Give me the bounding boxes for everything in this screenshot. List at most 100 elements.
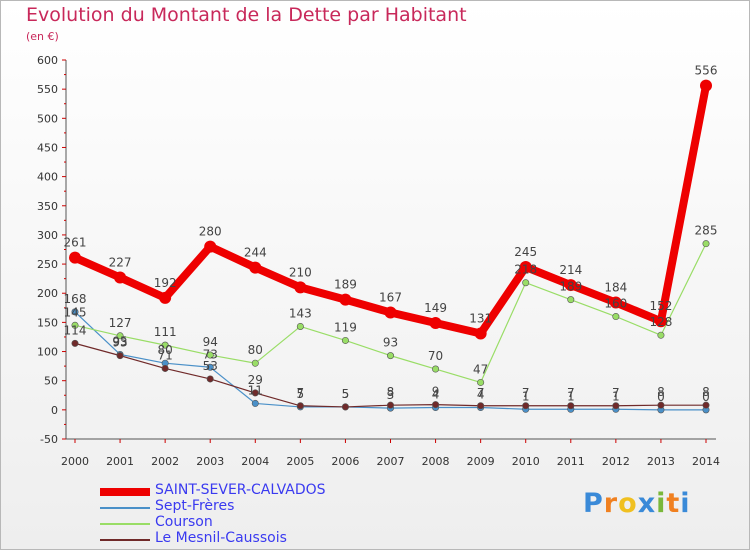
x-tick-label: 2001 — [106, 455, 134, 468]
legend-swatch — [100, 507, 150, 509]
x-tick-label: 2005 — [286, 455, 314, 468]
data-label-sept-fr-res: 5 — [297, 387, 305, 401]
data-label-courson: 127 — [109, 316, 132, 330]
data-point-courson — [206, 351, 214, 359]
data-label-saint-sever-calvados: 556 — [695, 64, 718, 78]
data-label-le-mesnil-caussois: 8 — [657, 385, 665, 399]
x-tick-label: 2000 — [61, 455, 89, 468]
logo-letter: o — [618, 488, 638, 519]
data-label-courson: 80 — [248, 343, 263, 357]
data-label-le-mesnil-caussois: 8 — [702, 385, 710, 399]
data-point-le-mesnil-caussois — [386, 401, 394, 409]
data-label-sept-fr-res: 4 — [432, 388, 440, 402]
data-label-saint-sever-calvados: 152 — [649, 299, 672, 313]
x-tick-label: 2009 — [467, 455, 495, 468]
data-point-courson — [71, 321, 79, 329]
legend-label: Courson — [155, 514, 213, 530]
data-label-le-mesnil-caussois: 71 — [158, 348, 173, 362]
data-label-courson: 160 — [604, 297, 627, 311]
data-point-saint-sever-calvados — [700, 79, 712, 92]
data-label-le-mesnil-caussois: 9 — [432, 385, 440, 399]
y-tick-label: 150 — [37, 316, 58, 329]
data-point-saint-sever-calvados — [114, 271, 127, 284]
x-tick-label: 2003 — [196, 455, 224, 468]
data-point-le-mesnil-caussois — [432, 401, 440, 409]
y-tick-label: 450 — [37, 141, 58, 154]
data-label-courson: 218 — [514, 263, 537, 277]
x-tick-label: 2008 — [422, 455, 450, 468]
data-label-saint-sever-calvados: 189 — [334, 278, 357, 292]
data-label-sept-fr-res: 5 — [342, 387, 350, 401]
data-point-courson — [522, 279, 530, 287]
data-point-courson — [432, 365, 440, 373]
x-tick-label: 2011 — [557, 455, 585, 468]
y-tick-label: 400 — [37, 171, 58, 184]
legend-label: Le Mesnil-Caussois — [155, 530, 287, 546]
data-label-sept-fr-res: 0 — [657, 390, 665, 404]
proxiti-logo: Proxiti — [583, 488, 691, 519]
data-label-le-mesnil-caussois: 93 — [112, 336, 127, 350]
data-label-courson: 111 — [154, 325, 177, 339]
data-label-saint-sever-calvados: 184 — [604, 281, 627, 295]
data-label-saint-sever-calvados: 131 — [469, 311, 492, 325]
data-label-le-mesnil-caussois: 7 — [522, 386, 530, 400]
data-label-sept-fr-res: 80 — [158, 343, 173, 357]
data-point-le-mesnil-caussois — [251, 389, 259, 397]
y-tick-label: 100 — [37, 346, 58, 359]
legend-swatch — [100, 523, 150, 525]
data-point-courson — [116, 332, 124, 340]
y-tick-label: 350 — [37, 200, 58, 213]
data-label-sept-fr-res: 3 — [387, 388, 395, 402]
data-point-saint-sever-calvados — [609, 296, 622, 309]
legend-label: SAINT-SEVER-CALVADOS — [155, 482, 326, 498]
data-point-saint-sever-calvados — [249, 261, 262, 274]
data-point-le-mesnil-caussois — [71, 339, 79, 347]
data-point-le-mesnil-caussois — [477, 402, 485, 410]
data-point-saint-sever-calvados — [159, 291, 172, 304]
y-tick-label: 300 — [37, 229, 58, 242]
data-label-courson: 128 — [649, 315, 672, 329]
x-tick-label: 2002 — [151, 455, 179, 468]
data-point-sept-fr-res — [206, 363, 214, 371]
data-point-saint-sever-calvados — [429, 316, 442, 329]
data-point-le-mesnil-caussois — [161, 364, 169, 372]
data-label-le-mesnil-caussois: 29 — [248, 373, 263, 387]
data-label-le-mesnil-caussois: 7 — [477, 386, 485, 400]
y-tick-label: 0 — [51, 404, 58, 417]
data-point-le-mesnil-caussois — [702, 401, 710, 409]
data-label-le-mesnil-caussois: 53 — [203, 359, 218, 373]
data-point-courson — [296, 322, 304, 330]
data-label-saint-sever-calvados: 149 — [424, 301, 447, 315]
data-point-courson — [161, 341, 169, 349]
data-label-courson: 93 — [383, 336, 398, 350]
data-label-courson: 189 — [559, 280, 582, 294]
y-tick-label: 600 — [37, 54, 58, 67]
data-point-saint-sever-calvados — [654, 315, 667, 328]
data-label-saint-sever-calvados: 192 — [154, 276, 177, 290]
data-point-courson — [341, 336, 349, 344]
data-point-saint-sever-calvados — [69, 251, 81, 264]
data-point-courson — [386, 352, 394, 360]
data-point-sept-fr-res — [71, 308, 79, 316]
x-tick-label: 2013 — [647, 455, 675, 468]
data-point-saint-sever-calvados — [204, 240, 217, 253]
data-point-courson — [657, 331, 665, 339]
data-label-saint-sever-calvados: 261 — [64, 236, 87, 250]
y-tick-label: 550 — [37, 83, 58, 96]
data-label-courson: 94 — [203, 335, 218, 349]
y-tick-label: 500 — [37, 112, 58, 125]
data-point-saint-sever-calvados — [339, 293, 352, 306]
y-tick-label: 200 — [37, 287, 58, 300]
y-tick-label: -50 — [40, 433, 58, 446]
x-tick-label: 2007 — [377, 455, 405, 468]
legend-swatch — [100, 539, 150, 541]
logo-letter: P — [583, 488, 604, 519]
data-label-courson: 145 — [64, 305, 87, 319]
data-label-le-mesnil-caussois: 8 — [387, 385, 395, 399]
data-point-courson — [477, 378, 485, 386]
data-label-courson: 70 — [428, 349, 443, 363]
data-label-le-mesnil-caussois: 7 — [567, 386, 575, 400]
chart-subtitle: (en €) — [26, 30, 59, 43]
data-label-sept-fr-res: 95 — [112, 334, 127, 348]
data-label-sept-fr-res: 4 — [477, 388, 485, 402]
